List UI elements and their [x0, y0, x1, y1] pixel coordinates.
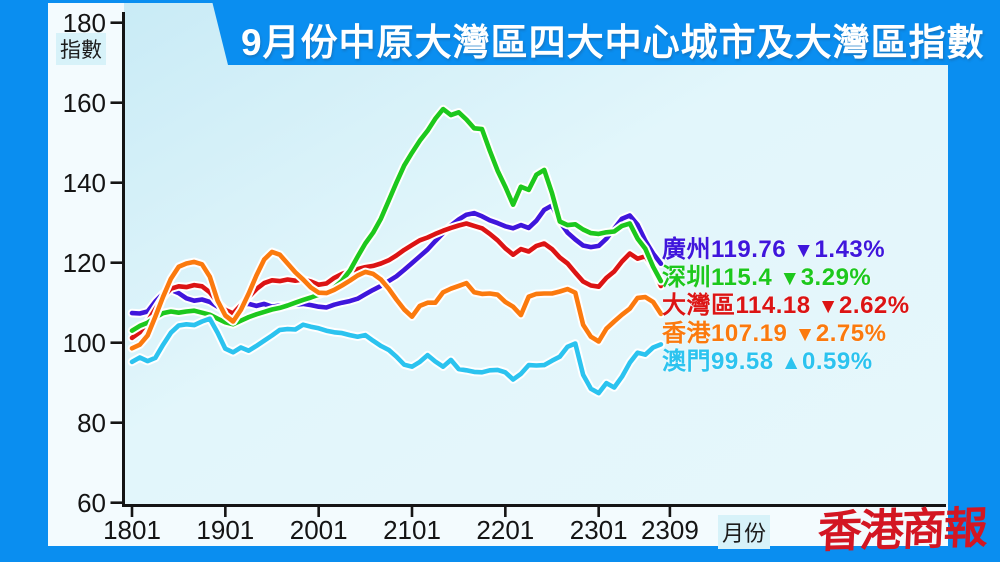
- x-tick-label: 2001: [289, 515, 348, 545]
- down-triangle-icon: ▼: [793, 239, 815, 262]
- page-title: 9月份中原大灣區四大中心城市及大灣區指數: [241, 22, 985, 63]
- legend-change: 0.59%: [802, 347, 873, 375]
- legend-change: 2.75%: [815, 319, 887, 347]
- x-tick-label: 2201: [476, 515, 535, 545]
- legend-row-macau: 澳門99.58 ▲0.59%: [662, 341, 873, 376]
- legend-change: 1.43%: [814, 236, 886, 263]
- down-triangle-icon: ▼: [779, 267, 801, 290]
- y-tick-label: 80: [77, 407, 106, 438]
- y-tick-label: 60: [77, 487, 106, 518]
- series-line-hongkong: [129, 249, 664, 351]
- up-triangle-icon: ▲: [780, 350, 803, 374]
- legend-value: 114.18: [735, 292, 818, 319]
- series-line-macau: [129, 316, 664, 396]
- y-axis-unit-label: 指數: [56, 33, 106, 65]
- down-triangle-icon: ▼: [794, 322, 816, 346]
- legend-row-guangzhou: 廣州119.76 ▼1.43%: [662, 229, 885, 264]
- legend-name: 澳門: [662, 347, 711, 375]
- y-tick-label: 140: [62, 167, 106, 198]
- x-tick-label: 2309: [640, 515, 699, 545]
- x-tick-label: 1801: [103, 515, 161, 545]
- legend-row-hongkong: 香港107.19 ▼2.75%: [662, 313, 886, 348]
- x-tick-label: 2301: [569, 515, 628, 545]
- series-line-shenzhen: [129, 106, 664, 334]
- legend-value: 119.76: [711, 236, 794, 263]
- legend-name: 大灣區: [662, 292, 736, 319]
- y-tick-label: 180: [62, 7, 106, 38]
- legend-change: 2.62%: [839, 292, 910, 319]
- legend-value: 99.58: [711, 347, 781, 375]
- y-tick-label: 100: [62, 327, 106, 358]
- y-tick-label: 160: [62, 87, 106, 118]
- legend-name: 廣州: [662, 236, 711, 263]
- down-triangle-icon: ▼: [817, 295, 840, 318]
- x-axis-unit-label: 月份: [718, 515, 771, 549]
- y-tick-label: 120: [62, 247, 106, 278]
- legend-name: 深圳: [662, 264, 711, 291]
- title-banner: [212, 1, 1000, 65]
- x-tick-label: 1901: [196, 515, 255, 545]
- legend-name: 香港: [662, 319, 711, 347]
- legend-row-gba: 大灣區114.18 ▼2.62%: [662, 285, 910, 320]
- x-tick-label: 2101: [383, 515, 441, 545]
- legend-value: 115.4: [711, 264, 780, 291]
- legend-row-shenzhen: 深圳115.4 ▼3.29%: [662, 257, 871, 292]
- legend-change: 3.29%: [800, 264, 872, 291]
- publisher-watermark: 香港商報: [816, 502, 987, 559]
- legend-value: 107.19: [711, 319, 795, 347]
- plot-background: [124, 3, 948, 505]
